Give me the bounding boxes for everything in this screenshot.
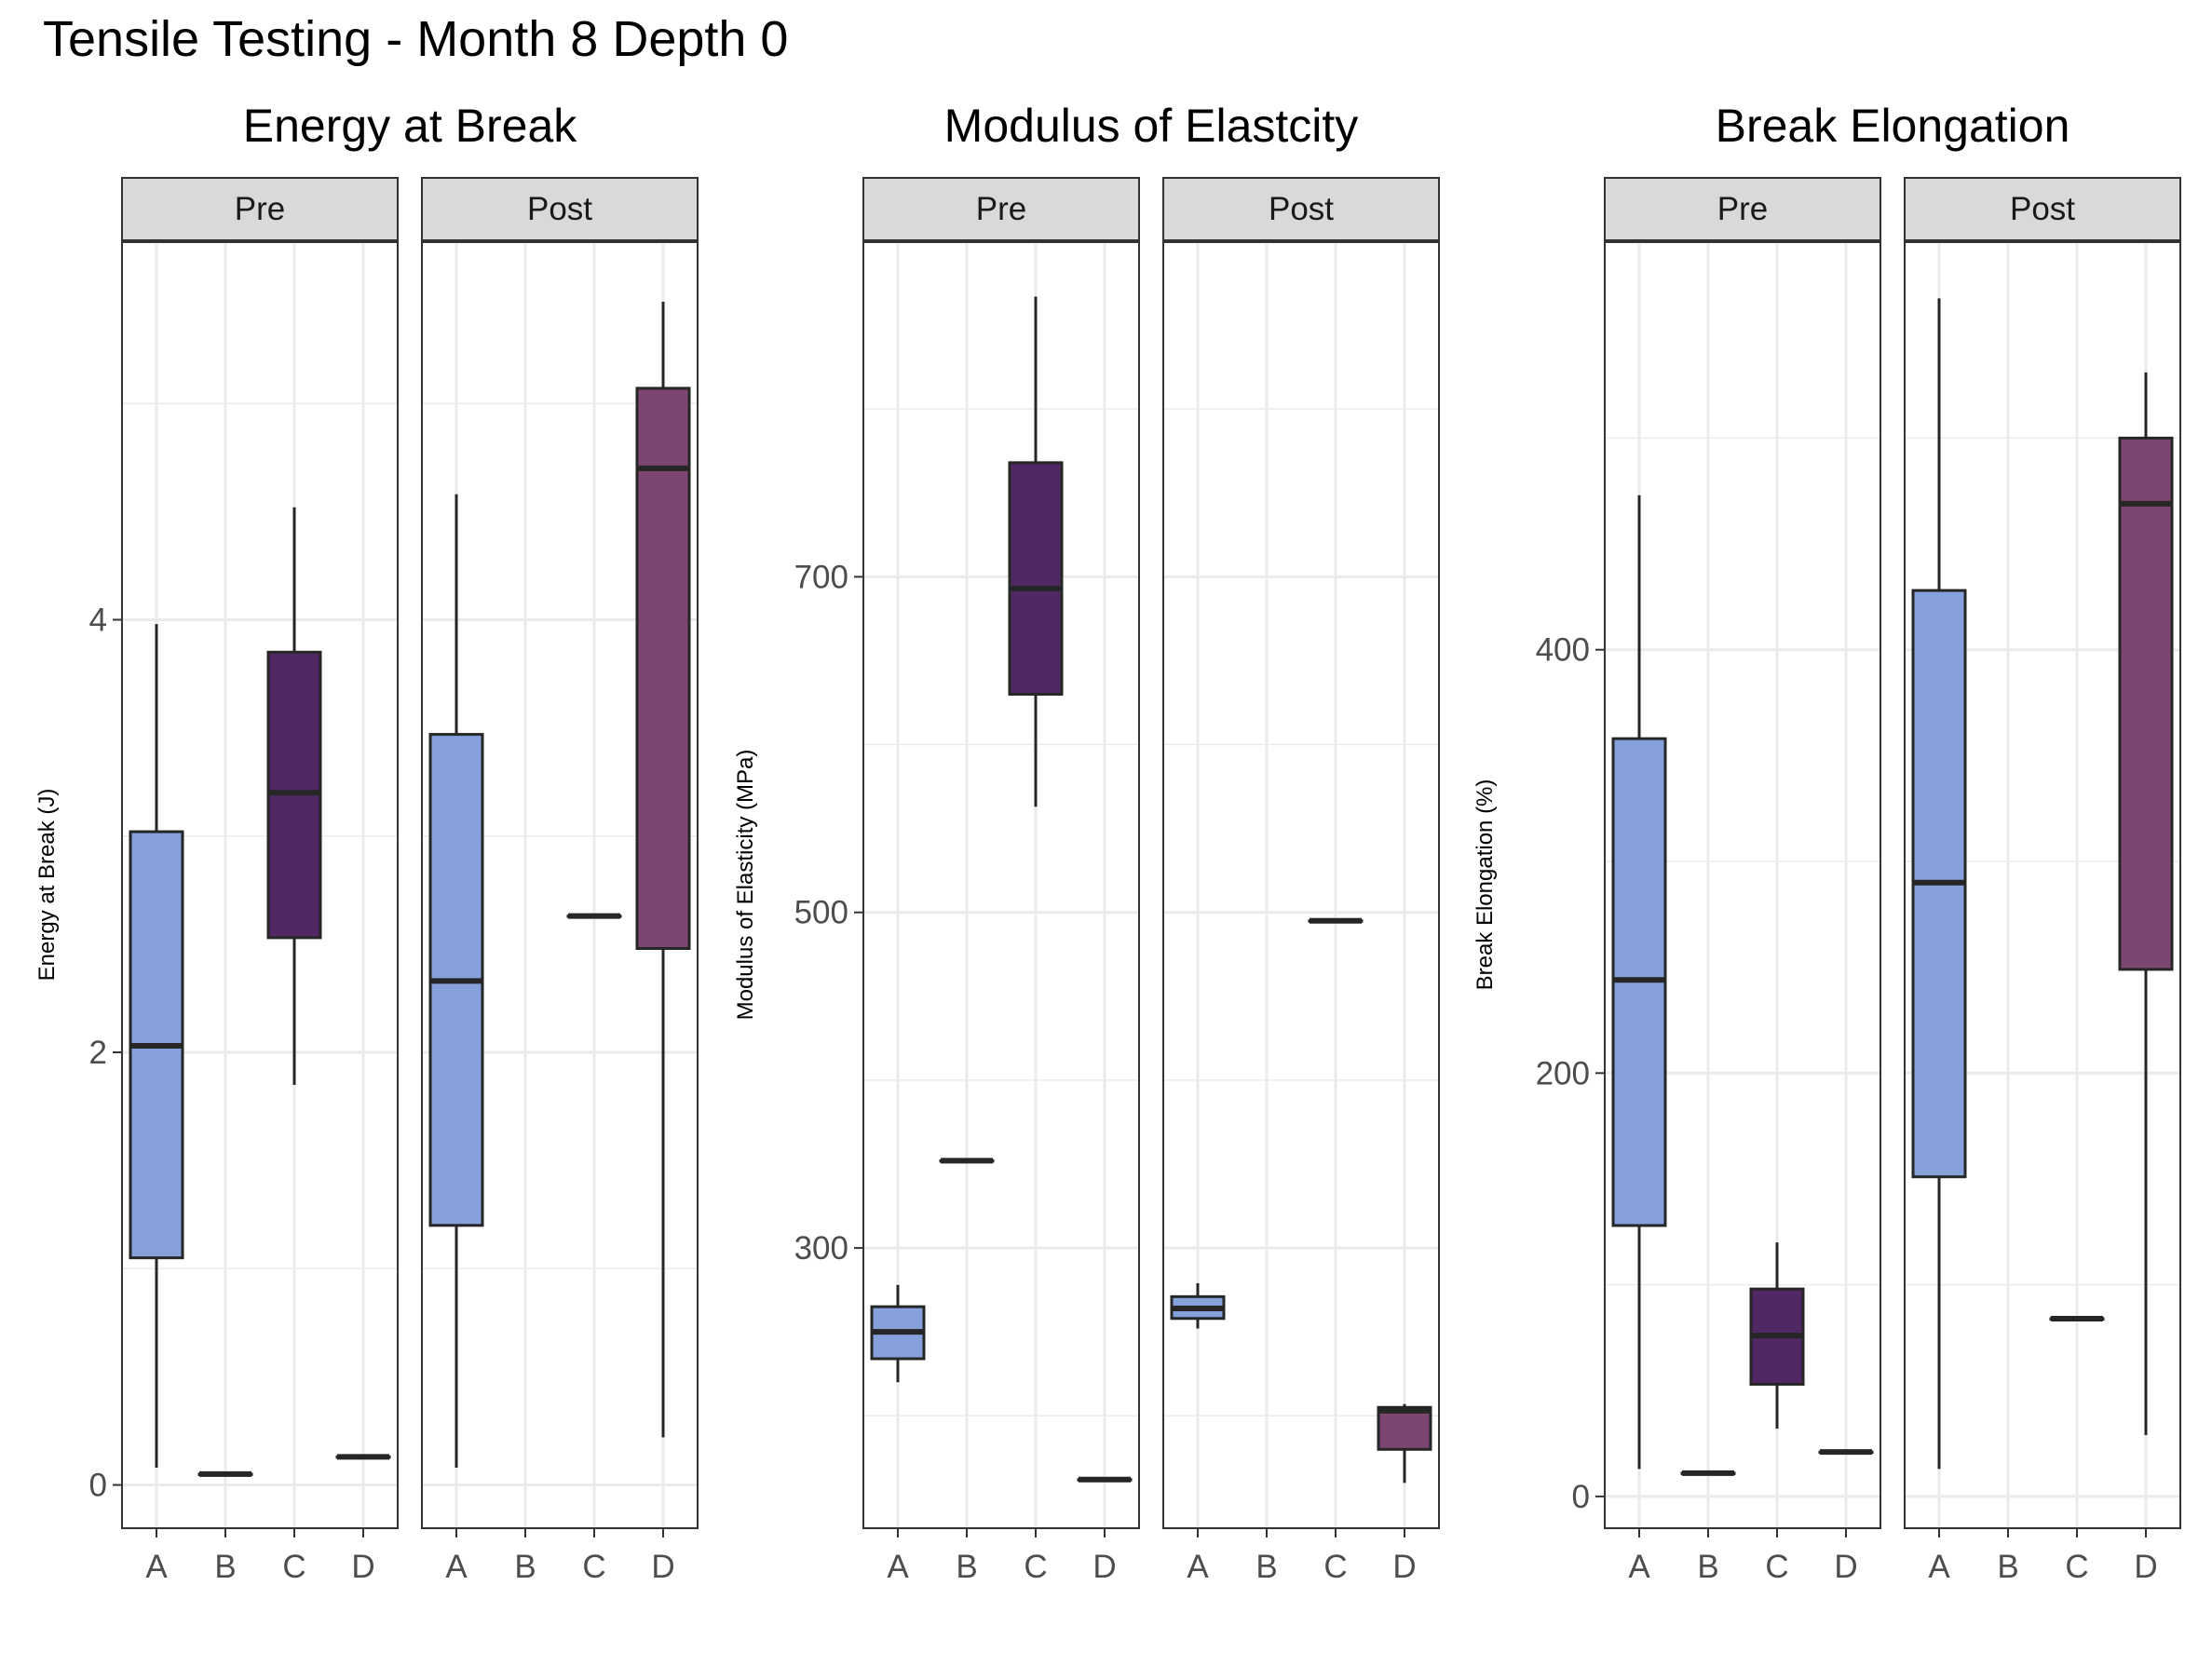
box-a	[1170, 1282, 1226, 1329]
box-d	[2118, 372, 2174, 1435]
panel-title: Break Elongation	[1716, 100, 2070, 152]
x-tick-label: C	[1765, 1549, 1788, 1585]
box-body	[2118, 436, 2174, 971]
box-c	[566, 913, 622, 919]
y-tick-label: 500	[794, 895, 848, 931]
facet-label: Post	[1269, 191, 1334, 227]
x-tick-label: A	[1928, 1549, 1950, 1585]
x-tick-label: B	[1697, 1549, 1718, 1585]
box-b	[1680, 1470, 1736, 1476]
x-tick-label: C	[582, 1549, 605, 1585]
panel-1: Energy at Break Energy at Break (J) 0 2 4 Pre…	[34, 100, 699, 1585]
x-tick-label: B	[514, 1549, 536, 1585]
box-d	[1818, 1449, 1874, 1456]
panel-title: Modulus of Elastcity	[944, 100, 1359, 152]
facet-post: Post A B C D	[1904, 177, 2181, 1585]
facet-strip	[121, 177, 399, 242]
box-d	[635, 302, 691, 1438]
panel-2: Modulus of Elastcity Modulus of Elasticit…	[733, 100, 1440, 1585]
x-tick-label: C	[282, 1549, 305, 1585]
facet-strip	[1162, 177, 1440, 242]
facet-label: Post	[2010, 191, 2075, 227]
box-a	[1911, 298, 1967, 1470]
y-axis-title: Modulus of Elasticity (MPa)	[733, 750, 758, 1021]
facet-strip	[862, 177, 1140, 242]
facet-label: Pre	[976, 191, 1026, 227]
plot-background	[1163, 241, 1439, 1528]
y-tick-label: 400	[1536, 632, 1590, 669]
box-c	[1749, 1242, 1805, 1429]
y-tick-label: 0	[1572, 1479, 1590, 1515]
box-a	[870, 1284, 926, 1383]
chart-panels: Energy at Break Energy at Break (J) 0 2 4 Pre…	[34, 100, 2181, 1585]
x-tick-label: C	[1024, 1549, 1047, 1585]
panel-title: Energy at Break	[243, 100, 578, 152]
facet-strip	[421, 177, 699, 242]
y-tick-label: 300	[794, 1230, 848, 1267]
facet-label: Post	[527, 191, 592, 227]
y-tick-label: 2	[89, 1035, 107, 1071]
facet-pre: Pre A B C D	[1604, 177, 1881, 1585]
box-body	[1377, 1405, 1432, 1451]
box-body	[635, 386, 691, 951]
facet-strip	[1904, 177, 2181, 242]
x-tick-label: B	[214, 1549, 236, 1585]
box-a	[1611, 495, 1667, 1470]
box-body	[1008, 461, 1064, 696]
y-tick-label: 200	[1536, 1055, 1590, 1091]
y-tick-label: 0	[89, 1468, 107, 1504]
box-a	[129, 624, 184, 1468]
box-d	[1377, 1403, 1432, 1484]
x-tick-label: A	[1628, 1549, 1650, 1585]
x-tick-label: C	[1323, 1549, 1347, 1585]
x-tick-label: D	[1092, 1549, 1116, 1585]
x-tick-label: D	[1392, 1549, 1416, 1585]
facet-strip	[1604, 177, 1881, 242]
box-c	[266, 507, 322, 1085]
x-tick-label: D	[651, 1549, 674, 1585]
box-c	[2049, 1315, 2105, 1321]
y-axis-title: Energy at Break (J)	[34, 789, 60, 982]
box-a	[428, 494, 484, 1468]
x-tick-label: B	[1255, 1549, 1277, 1585]
x-tick-label: A	[445, 1549, 468, 1585]
facet-label: Pre	[235, 191, 285, 227]
facet-pre: Pre A B C D	[121, 177, 399, 1585]
panel-3: Break Elongation Break Elongation (%) 0 200…	[1472, 100, 2181, 1585]
box-b	[197, 1470, 253, 1477]
x-tick-label: A	[887, 1549, 909, 1585]
box-b	[939, 1158, 995, 1164]
figure-title: Tensile Testing - Month 8 Depth 0	[43, 11, 788, 67]
x-tick-label: C	[2065, 1549, 2088, 1585]
x-tick-label: A	[1187, 1549, 1209, 1585]
facet-post: Post A B C D	[421, 177, 699, 1585]
x-tick-label: D	[351, 1549, 374, 1585]
x-tick-label: B	[956, 1549, 977, 1585]
box-c	[1308, 917, 1364, 924]
x-tick-label: D	[1834, 1549, 1857, 1585]
y-tick-label: 4	[89, 602, 107, 638]
facet-post: Post A B C D	[1162, 177, 1440, 1585]
x-tick-label: B	[1997, 1549, 2018, 1585]
box-d	[1077, 1476, 1133, 1483]
x-tick-label: D	[2134, 1549, 2157, 1585]
facet-label: Pre	[1717, 191, 1768, 227]
y-tick-label: 700	[794, 559, 848, 595]
box-c	[1008, 296, 1064, 807]
x-tick-label: A	[145, 1549, 168, 1585]
y-axis-title: Break Elongation (%)	[1472, 779, 1498, 991]
facet-pre: Pre A B C D	[862, 177, 1140, 1585]
